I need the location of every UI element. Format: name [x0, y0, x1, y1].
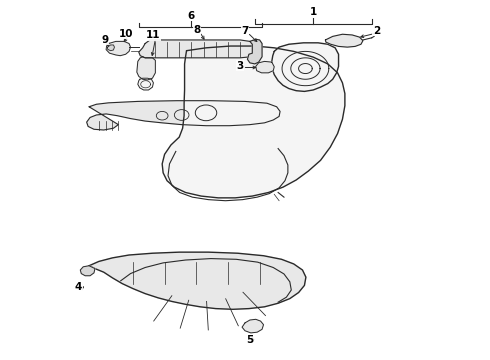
Text: 6: 6 — [188, 11, 195, 21]
Text: 5: 5 — [246, 335, 253, 345]
Polygon shape — [325, 34, 363, 47]
Text: 3: 3 — [237, 61, 244, 71]
Polygon shape — [138, 78, 153, 90]
Text: 2: 2 — [373, 26, 380, 36]
Polygon shape — [108, 45, 115, 51]
Text: 8: 8 — [194, 25, 201, 35]
Polygon shape — [247, 39, 262, 64]
Text: 9: 9 — [101, 35, 108, 45]
Polygon shape — [139, 40, 255, 58]
Text: 7: 7 — [241, 26, 249, 36]
Text: 11: 11 — [146, 30, 161, 40]
Polygon shape — [162, 46, 345, 198]
Polygon shape — [80, 266, 95, 276]
Polygon shape — [106, 41, 130, 56]
Polygon shape — [89, 252, 306, 309]
Text: 4: 4 — [74, 282, 82, 292]
Polygon shape — [272, 43, 339, 91]
Text: 1: 1 — [310, 7, 317, 17]
Polygon shape — [242, 319, 264, 333]
Polygon shape — [256, 62, 274, 73]
Polygon shape — [87, 101, 280, 130]
Polygon shape — [137, 57, 155, 80]
Text: 10: 10 — [119, 28, 133, 39]
